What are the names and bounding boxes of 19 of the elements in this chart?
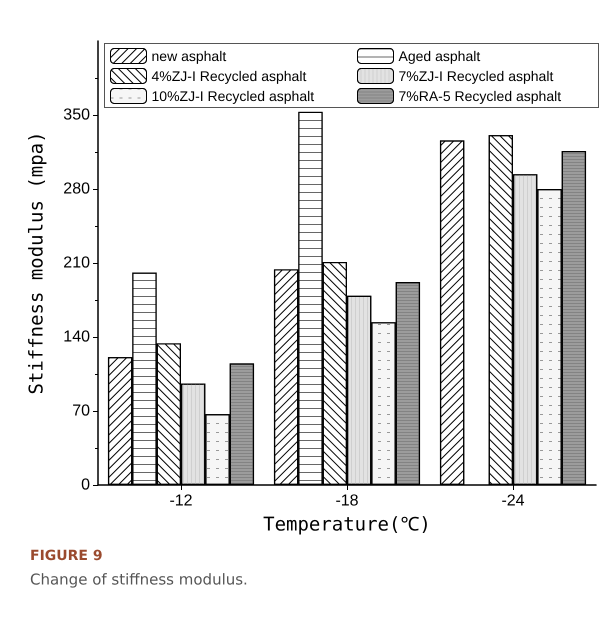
- y-axis-title: Stiffness modulus (mpa): [26, 131, 48, 395]
- y-tick-label: 140: [63, 328, 90, 346]
- x-tick-label: -12: [169, 492, 193, 510]
- y-tick-label: 210: [63, 254, 90, 272]
- legend-label: new asphalt: [152, 48, 226, 64]
- y-tick-label: 350: [63, 106, 90, 124]
- caption: FIGURE 9: [30, 548, 103, 564]
- y-tick-label: 70: [72, 402, 90, 420]
- y-tick-label: 0: [81, 476, 90, 494]
- legend-label: 4%ZJ-I Recycled asphalt: [152, 68, 306, 84]
- legend-label: 7%ZJ-I Recycled asphalt: [398, 68, 554, 84]
- x-tick-label: -24: [501, 492, 525, 510]
- x-tick-label: -18: [335, 492, 359, 510]
- legend-label: Aged asphalt: [398, 48, 480, 64]
- text: Change of stiffness modulus.: [30, 570, 248, 588]
- legend-label: 10%ZJ-I Recycled asphalt: [152, 88, 314, 104]
- x-axis-title: Temperature(℃): [263, 514, 431, 536]
- y-tick-label: 280: [63, 180, 90, 198]
- legend-label: 7%RA-5 Recycled asphalt: [398, 88, 562, 104]
